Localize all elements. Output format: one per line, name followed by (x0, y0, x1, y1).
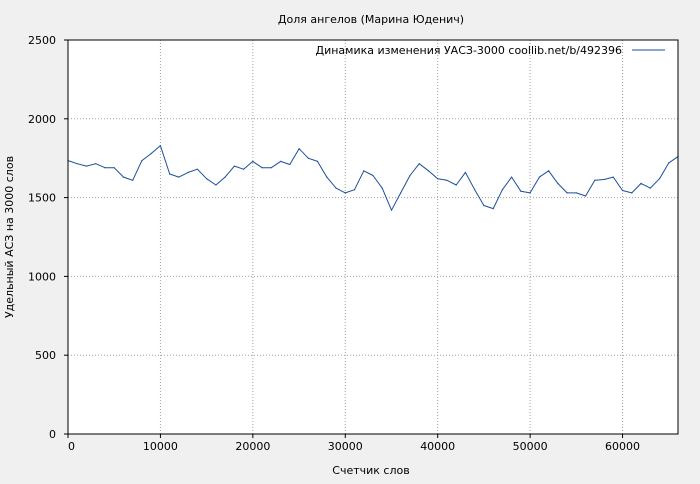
data-point (529, 192, 531, 194)
data-point (150, 152, 152, 155)
x-tick-labels: 0 10000 20000 30000 40000 50000 60000 (68, 440, 640, 453)
data-point (169, 173, 171, 175)
data-point (474, 189, 476, 191)
legend: Динамика изменения УАСЗ-3000 coollib.net… (316, 44, 665, 57)
data-point (206, 178, 208, 180)
data-point (159, 145, 161, 147)
data-point (437, 178, 439, 180)
legend-label: Динамика изменения УАСЗ-3000 coollib.net… (316, 44, 623, 57)
data-point (196, 168, 198, 170)
data-point (178, 176, 180, 178)
data-point (658, 178, 661, 180)
data-point (621, 189, 624, 192)
data-point (95, 163, 97, 165)
data-point (501, 189, 503, 191)
y-tick-label: 0 (49, 428, 56, 441)
x-tick-label: 60000 (605, 440, 640, 453)
data-point (585, 195, 587, 197)
data-point (400, 192, 402, 194)
data-point (261, 167, 263, 169)
tick-marks (64, 39, 624, 438)
x-tick-label: 20000 (235, 440, 270, 453)
data-point (307, 157, 309, 159)
series-layer (67, 145, 679, 211)
data-point (390, 209, 393, 211)
data-point (538, 176, 541, 178)
x-tick-label: 50000 (513, 440, 548, 453)
data-point (224, 176, 226, 178)
chart-title: Доля ангелов (Марина Юденич) (278, 13, 464, 26)
data-point (298, 148, 300, 150)
plot-area (68, 40, 678, 434)
data-point (575, 192, 577, 194)
y-tick-label: 1000 (28, 270, 56, 283)
data-point (455, 184, 457, 186)
x-tick-label: 0 (68, 440, 75, 453)
data-point (557, 182, 559, 184)
data-point (409, 174, 411, 177)
data-point (427, 170, 430, 172)
data-point (316, 160, 319, 162)
data-point (104, 167, 106, 169)
y-tick-label: 2500 (28, 34, 56, 47)
data-point (280, 160, 282, 162)
data-point (122, 176, 125, 178)
data-point (446, 179, 448, 181)
data-point (631, 192, 633, 194)
data-point (252, 160, 254, 162)
data-point (548, 170, 550, 172)
data-point (640, 182, 642, 184)
data-point (483, 204, 485, 207)
data-point (381, 187, 383, 189)
data-point (418, 163, 420, 165)
data-point (520, 190, 522, 192)
data-point (372, 174, 374, 177)
data-point (612, 176, 614, 178)
y-tick-label: 1500 (28, 192, 56, 205)
x-axis-label: Счетчик слов (332, 464, 409, 477)
y-tick-label: 500 (35, 349, 56, 362)
data-point (594, 179, 596, 181)
y-tick-label: 2000 (28, 113, 56, 126)
data-point (270, 167, 272, 169)
data-point (566, 192, 568, 194)
data-point (511, 176, 513, 178)
data-point (215, 184, 217, 186)
x-tick-label: 40000 (420, 440, 455, 453)
data-point (353, 189, 356, 191)
data-point (85, 165, 88, 167)
data-point (76, 163, 78, 165)
data-point (141, 160, 143, 162)
data-point (603, 178, 605, 181)
data-point (492, 208, 494, 210)
y-axis-label: Удельный АСЗ на 3000 слов (3, 156, 16, 318)
data-point (464, 171, 466, 173)
data-point (668, 162, 670, 164)
data-point (335, 187, 337, 189)
data-point (113, 167, 115, 169)
data-point (233, 165, 235, 167)
data-point (243, 168, 245, 170)
data-point (187, 171, 189, 173)
data-point (132, 179, 134, 181)
data-point (344, 192, 346, 194)
x-tick-label: 10000 (143, 440, 178, 453)
data-point (326, 176, 328, 178)
plot-frame (67, 39, 679, 435)
data-point (363, 170, 365, 172)
x-tick-label: 30000 (328, 440, 363, 453)
data-point (649, 187, 651, 189)
y-tick-labels: 0 500 1000 1500 2000 2500 (28, 34, 56, 441)
data-point (289, 163, 291, 166)
